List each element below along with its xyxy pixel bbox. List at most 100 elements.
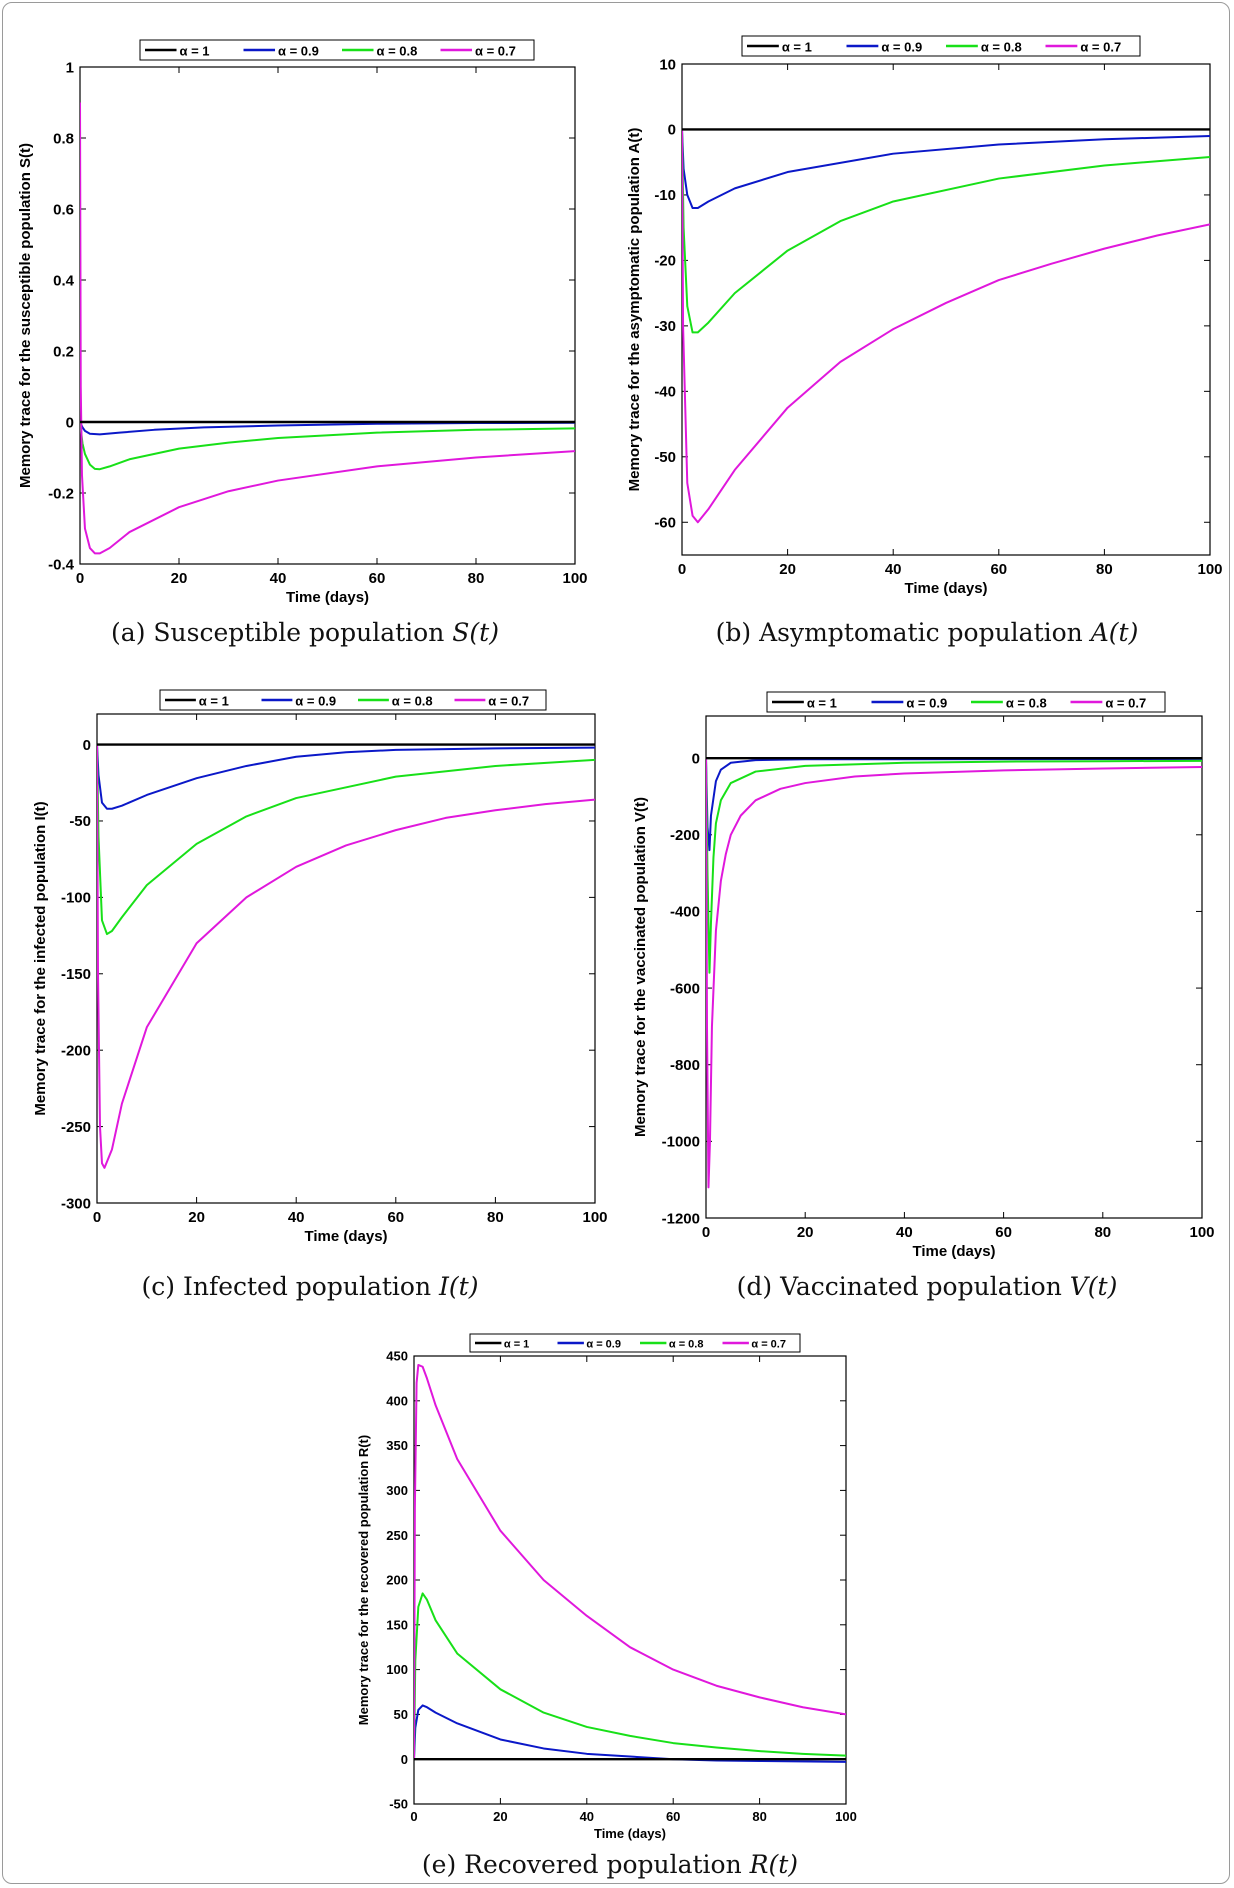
y-tick-label: 0.2 — [53, 343, 74, 360]
x-tick-label: 60 — [990, 561, 1007, 578]
series-line-alpha-0.9 — [80, 421, 575, 436]
x-tick-label: 20 — [779, 561, 796, 578]
chart-infected: 0 20 40 60 80 100 -300 -250 -200 -150 -100 -50 0 Time… — [32, 689, 608, 1245]
x-tick-label: 0 — [76, 570, 84, 587]
x-axis-label: Time (days) — [912, 1243, 995, 1260]
y-tick-label: 400 — [386, 1393, 408, 1408]
legend-label: α = 1 — [504, 1339, 529, 1351]
series-line-alpha-0.9 — [706, 757, 1202, 852]
y-tick-label: 150 — [386, 1617, 408, 1632]
x-tick-label: 60 — [369, 570, 386, 587]
legend-label: α = 0.8 — [1006, 695, 1047, 710]
y-tick-label: 10 — [659, 56, 676, 73]
legend-label: α = 1 — [199, 693, 229, 708]
legend-box — [139, 39, 535, 61]
x-tick-label: 0 — [410, 1809, 417, 1824]
legend-label: α = 0.9 — [295, 693, 336, 708]
y-tick-label: -200 — [670, 827, 700, 844]
y-tick-label: 0 — [692, 750, 700, 767]
x-tick-label: 40 — [885, 561, 902, 578]
series-line-alpha-0.8 — [80, 421, 575, 471]
y-axis-label: Memory trace for the infected population… — [32, 801, 49, 1115]
x-tick-label: 0 — [93, 1209, 101, 1226]
series-group — [97, 743, 595, 1169]
y-tick-label: -150 — [61, 966, 91, 983]
legend-label: α = 0.8 — [669, 1339, 704, 1351]
series-line-alpha-0.8 — [97, 744, 595, 936]
y-tick-label: -100 — [61, 890, 91, 907]
y-tick-label: -1000 — [662, 1134, 700, 1151]
caption-b-text: (b) Asymptomatic population — [715, 618, 1083, 647]
series-line-alpha-0.7 — [80, 102, 575, 555]
caption-b: (b) Asymptomatic population A(t) — [687, 618, 1167, 647]
plot-frame — [681, 63, 1211, 556]
series-group — [80, 102, 575, 555]
panel-e-recovered: 0 20 40 60 80 100 -50 0 50 100 150 200 250 300 350 400 4… — [340, 1330, 900, 1888]
series-line-alpha-0.8 — [682, 129, 1210, 334]
caption-e: (e) Recovered population R(t) — [400, 1850, 820, 1879]
chart-asymptomatic: 0 20 40 60 80 100 -60 -50 -40 -30 -20 -10 0 10 Time (d… — [626, 35, 1223, 597]
caption-a: (a) Susceptible population S(t) — [70, 618, 540, 647]
x-tick-label: 80 — [487, 1209, 504, 1226]
x-tick-label: 100 — [835, 1809, 857, 1824]
plot-frame — [413, 1355, 847, 1805]
x-tick-label: 80 — [1096, 561, 1113, 578]
y-tick-label: -20 — [654, 253, 676, 270]
legend-label: α = 0.8 — [392, 693, 433, 708]
series-line-alpha-0.9 — [682, 129, 1210, 210]
y-tick-label: 0 — [668, 122, 676, 139]
series-line-alpha-0.7 — [682, 129, 1210, 524]
legend-label: α = 0.7 — [1080, 39, 1121, 54]
x-tick-label: 80 — [752, 1809, 766, 1824]
caption-e-text: (e) Recovered population — [421, 1850, 742, 1879]
y-tick-label: 50 — [394, 1707, 408, 1722]
legend-label: α = 0.9 — [881, 39, 922, 54]
plot-frame — [96, 713, 596, 1204]
series-line-alpha-0.7 — [706, 758, 1202, 1189]
y-tick-label: -400 — [670, 904, 700, 921]
y-tick-label: -250 — [61, 1119, 91, 1136]
y-tick-label: -800 — [670, 1057, 700, 1074]
series-group — [414, 1363, 846, 1763]
caption-c-var: I(t) — [439, 1272, 479, 1301]
y-tick-label: -50 — [69, 813, 91, 830]
x-tick-label: 20 — [188, 1209, 205, 1226]
y-tick-label: -50 — [389, 1797, 408, 1812]
chart-recovered: 0 20 40 60 80 100-500501001502002503003504004… — [356, 1333, 857, 1841]
caption-e-var: R(t) — [749, 1850, 799, 1879]
legend-label: α = 1 — [782, 39, 812, 54]
y-tick-label: -60 — [654, 515, 676, 532]
y-tick-label: 0 — [66, 414, 74, 431]
y-tick-label: -50 — [654, 449, 676, 466]
x-tick-label: 20 — [171, 570, 188, 587]
y-tick-label: 1 — [66, 59, 74, 76]
y-axis-label: Memory trace for the asymptomatic popula… — [626, 128, 643, 492]
x-tick-label: 20 — [797, 1224, 814, 1241]
y-tick-label: -40 — [654, 384, 676, 401]
x-tick-label: 60 — [666, 1809, 680, 1824]
y-tick-label: -0.2 — [48, 485, 74, 502]
y-tick-label: 0.4 — [53, 272, 75, 289]
legend-box — [159, 689, 547, 711]
y-axis-label: Memory trace for the susceptible populat… — [17, 143, 34, 488]
series-group — [682, 128, 1210, 524]
panel-a-susceptible: 0 20 40 60 80 100 -0.4 -0.2 0 0.2 0.4 0.6 0.8 1 Time (… — [0, 0, 617, 650]
y-tick-label: 450 — [386, 1349, 408, 1364]
y-tick-label: 200 — [386, 1573, 408, 1588]
legend-label: α = 0.7 — [751, 1339, 786, 1351]
x-tick-label: 0 — [702, 1224, 710, 1241]
legend-box — [766, 691, 1166, 713]
y-tick-label: 100 — [386, 1662, 408, 1677]
legend-label: α = 0.8 — [376, 43, 417, 58]
x-tick-label: 40 — [896, 1224, 913, 1241]
series-group — [706, 756, 1202, 1189]
chart-susceptible: 0 20 40 60 80 100 -0.4 -0.2 0 0.2 0.4 0.6 0.8 1 Time (… — [17, 39, 588, 606]
legend-label: α = 1 — [807, 695, 837, 710]
x-tick-label: 60 — [995, 1224, 1012, 1241]
series-line-alpha-0.7 — [97, 744, 595, 1169]
x-tick-label: 100 — [582, 1209, 607, 1226]
caption-b-var: A(t) — [1090, 618, 1139, 647]
x-tick-label: 40 — [288, 1209, 305, 1226]
panel-c-infected: 0 20 40 60 80 100 -300 -250 -200 -150 -100 -50 0 Time… — [0, 680, 617, 1310]
